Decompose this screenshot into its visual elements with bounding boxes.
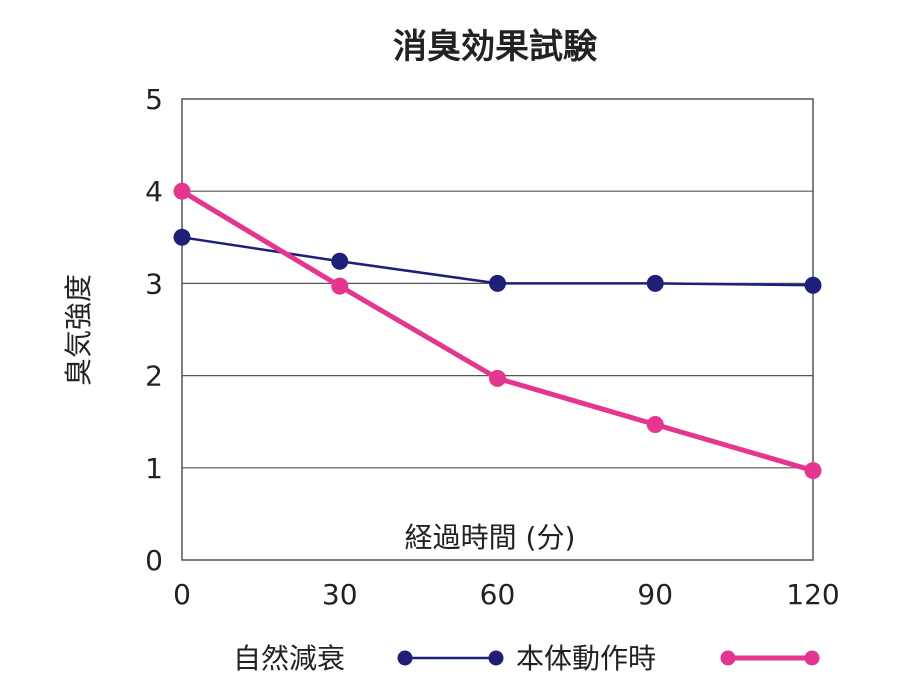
x-tick-label: 60 [480,578,516,611]
data-point [646,415,664,433]
data-point [804,276,822,294]
chart-title: 消臭効果試験 [393,27,598,67]
y-tick-label: 0 [145,544,163,577]
legend-marker [488,650,504,666]
series-2 [173,182,822,480]
y-tick-label: 5 [145,83,163,116]
legend-item-1: 自然減衰 [233,642,504,675]
y-tick-label: 1 [145,452,163,485]
series-layer [173,182,822,480]
legend-marker [804,650,820,666]
series-line [180,189,814,473]
data-point [646,274,664,292]
data-point [173,228,191,246]
legend-marker [720,650,736,666]
x-tick-label: 0 [173,578,191,611]
data-point [489,274,506,292]
x-tick-label: 90 [637,578,673,611]
legend: 自然減衰 本体動作時 [233,642,820,675]
data-point [173,182,191,200]
legend-marker [397,650,413,666]
data-point [331,277,349,295]
y-tick-label: 3 [145,267,163,300]
series-1 [173,228,822,294]
x-tick-label: 120 [786,578,839,611]
x-axis-ticks: 0 30 60 90 120 [173,578,840,611]
x-axis-label: 経過時間 (分) [405,521,576,554]
data-point [489,369,506,387]
y-axis-ticks: 0 1 2 3 4 5 [145,83,163,577]
legend-label: 自然減衰 [233,642,345,675]
plot-frame [181,98,814,561]
y-axis-label: 臭気強度 [62,274,95,386]
data-point [331,252,349,270]
data-point [804,462,822,480]
y-tick-label: 2 [145,360,163,393]
grid [182,190,813,469]
y-tick-label: 4 [145,175,163,208]
x-tick-label: 30 [322,578,358,611]
legend-label: 本体動作時 [516,642,656,675]
legend-item-2: 本体動作時 [516,642,820,675]
